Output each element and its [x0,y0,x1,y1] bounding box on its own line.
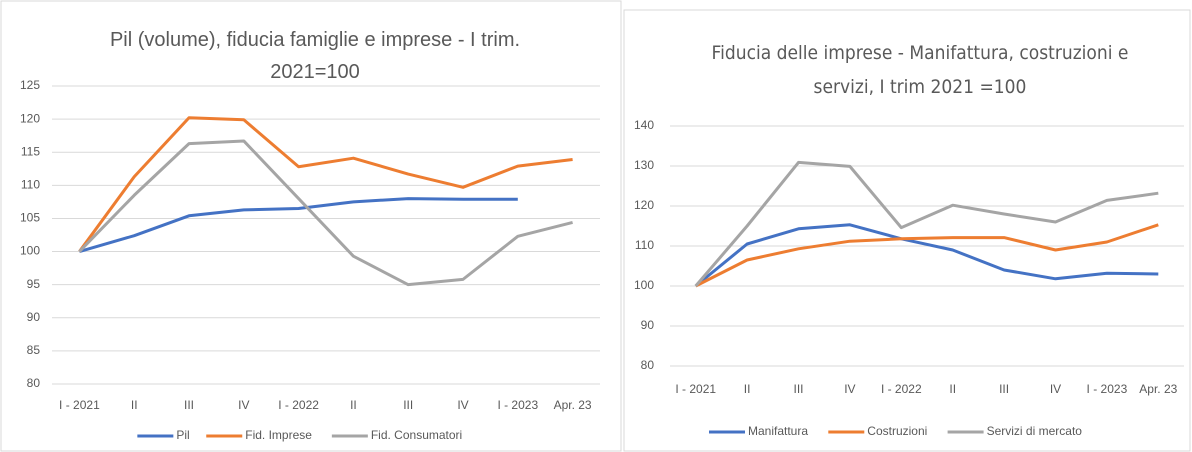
legend-label: Manifattura [748,424,808,438]
series-line [694,160,1159,287]
y-tick-label: 85 [27,343,41,357]
x-tick-label: IV [238,398,249,412]
x-tick-label: I - 2022 [881,382,922,396]
chart-title: Fiducia delle imprese - Manifattura, cos… [711,42,1129,98]
y-tick-label: 120 [20,111,40,125]
series-line [694,223,1159,288]
x-tick-label: III [184,398,194,412]
y-tick-label: 110 [635,238,654,252]
legend-label: Fid. Consumatori [371,428,462,442]
legend-label: Costruzioni [867,424,927,438]
y-tick-label: 80 [641,358,655,372]
x-tick-label: Apr. 23 [1139,382,1177,396]
series-line [695,223,1159,288]
y-tick-label: 125 [20,78,40,92]
panel [0,0,622,452]
series-line [78,197,518,253]
legend-label: Fid. Imprese [245,428,312,442]
chart-title: Pil (volume), fiducia famiglie e imprese… [109,29,521,83]
y-tick-label: 90 [641,318,655,332]
series-line [78,116,573,253]
x-tick-label: III [403,398,413,412]
legend-label: Servizi di mercato [987,424,1083,438]
x-tick-label: I - 2023 [497,398,538,412]
x-tick-label: II [350,398,357,412]
legend-label: Pil [176,428,189,442]
y-tick-label: 110 [21,178,40,192]
series-line [78,139,573,287]
y-tick-label: 90 [27,310,41,324]
y-tick-label: 80 [27,376,41,390]
y-tick-label: 130 [634,158,654,172]
y-tick-label: 100 [20,244,40,258]
x-tick-label: III [793,382,803,396]
y-tick-label: 115 [21,144,40,158]
y-tick-label: 105 [20,211,40,225]
y-tick-label: 95 [27,277,41,291]
x-tick-label: II [131,398,138,412]
x-tick-label: II [949,382,956,396]
x-tick-label: I - 2021 [59,398,100,412]
x-tick-label: IV [457,398,468,412]
x-tick-label: II [744,382,751,396]
x-tick-label: IV [844,382,855,396]
y-tick-label: 120 [634,198,654,212]
y-tick-label: 100 [634,278,654,292]
x-tick-label: I - 2021 [675,382,716,396]
x-tick-label: Apr. 23 [554,398,592,412]
x-tick-label: IV [1050,382,1061,396]
x-tick-label: III [999,382,1009,396]
x-tick-label: I - 2023 [1087,382,1128,396]
y-tick-label: 140 [634,118,654,132]
x-tick-label: I - 2022 [278,398,319,412]
panel [623,9,1191,452]
